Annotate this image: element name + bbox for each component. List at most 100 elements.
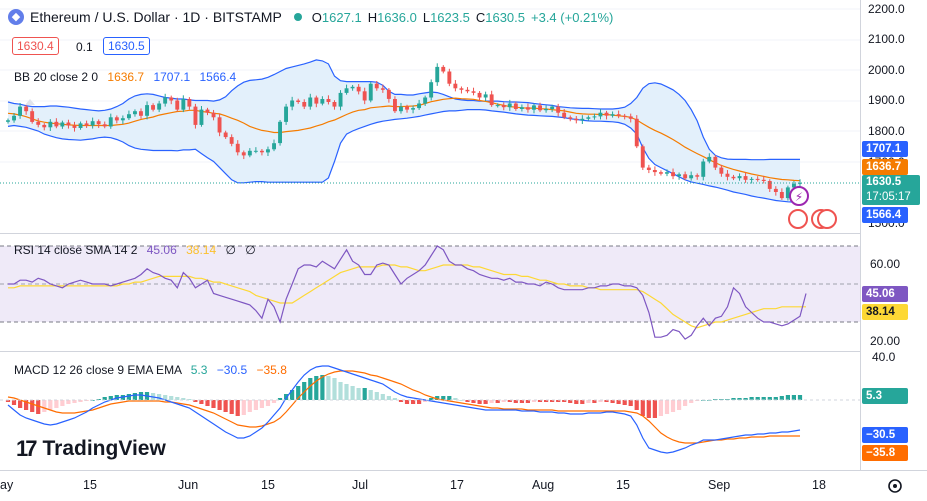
macd-hist-bar bbox=[640, 400, 645, 416]
symbol-title[interactable]: Ethereum / U.S. Dollar · 1D · BITSTAMP bbox=[30, 9, 282, 25]
macd-hist-bar bbox=[417, 400, 422, 404]
macd-lines-layer bbox=[7, 365, 801, 454]
candle-body bbox=[332, 102, 337, 107]
macd-hist-bar bbox=[519, 400, 524, 403]
candle-body bbox=[157, 103, 162, 110]
candle-body bbox=[266, 149, 270, 153]
candle-body bbox=[108, 117, 113, 127]
time-tick-label: Aug bbox=[532, 478, 555, 492]
macd-hist-bar bbox=[211, 400, 216, 408]
flash-icon[interactable] bbox=[789, 186, 809, 206]
macd-hist-bar bbox=[465, 400, 470, 402]
bb-basis-line bbox=[7, 97, 801, 182]
candle-body bbox=[42, 124, 47, 128]
candle-body bbox=[562, 112, 567, 118]
macd-hist-bar bbox=[326, 376, 331, 400]
candle-body bbox=[24, 106, 29, 112]
us-flag-icon[interactable] bbox=[788, 209, 808, 229]
candle-body bbox=[441, 66, 446, 72]
candle-body bbox=[120, 118, 125, 121]
time-tick-label: 18 bbox=[812, 478, 826, 492]
macd-hist-bar bbox=[344, 384, 349, 400]
macd-hist-bar bbox=[66, 400, 71, 404]
candle-body bbox=[489, 94, 494, 106]
candle-body bbox=[707, 156, 712, 162]
bb-legend[interactable]: BB 20 close 2 0 1636.7 1707.1 1566.4 bbox=[14, 70, 237, 84]
rsi-sma-label: 38.14 bbox=[862, 304, 908, 320]
candle-body bbox=[344, 88, 349, 93]
macd-hist-bar bbox=[30, 400, 35, 412]
candle-body bbox=[30, 111, 35, 122]
macd-hist-bar bbox=[797, 395, 803, 400]
candle-body bbox=[465, 89, 470, 92]
candle-body bbox=[785, 187, 790, 199]
symbol-header: ◆ Ethereum / U.S. Dollar · 1D · BITSTAMP… bbox=[8, 9, 613, 25]
signal-line bbox=[7, 370, 800, 444]
signal-value-label: −35.8 bbox=[862, 445, 908, 461]
macd-hist-bar bbox=[773, 397, 778, 400]
macd-hist-bar bbox=[513, 400, 518, 403]
macd-hist-bar bbox=[205, 400, 210, 406]
candle-body bbox=[725, 173, 730, 177]
candle-body bbox=[96, 121, 101, 125]
candle-body bbox=[701, 161, 706, 177]
ohlc-low: L1623.5 bbox=[422, 9, 470, 25]
macd-hist-bar bbox=[356, 388, 361, 400]
macd-hist-bar bbox=[138, 392, 144, 400]
candle-body bbox=[501, 105, 506, 108]
macd-hist-bar bbox=[374, 392, 379, 400]
ohlc-high: H1636.0 bbox=[367, 9, 417, 25]
macd-hist-bar bbox=[610, 400, 615, 403]
candle-body bbox=[6, 120, 10, 122]
macd-hist-bar bbox=[241, 400, 246, 415]
macd-hist-bar bbox=[495, 400, 500, 403]
price-tick-label: 2000.0 bbox=[868, 63, 905, 77]
candle-body bbox=[284, 106, 288, 122]
macd-legend[interactable]: MACD 12 26 close 9 EMA EMA 5.3 −30.5 −35… bbox=[14, 363, 287, 377]
candle-body bbox=[652, 170, 657, 173]
candle-body bbox=[755, 178, 760, 180]
us-flag-icon[interactable] bbox=[817, 209, 837, 229]
macd-hist-bar bbox=[36, 400, 41, 414]
candle-body bbox=[743, 176, 748, 180]
rsi-legend[interactable]: RSI 14 close SMA 14 2 45.06 38.14 ∅ ∅ bbox=[14, 243, 256, 257]
macd-hist-bar bbox=[616, 400, 621, 404]
ethereum-icon: ◆ bbox=[8, 9, 24, 25]
candle-body bbox=[338, 92, 343, 107]
buy-price-button[interactable]: 1630.5 bbox=[103, 37, 150, 55]
macd-hist-bar bbox=[296, 386, 301, 400]
rsi-tick-label: 20.00 bbox=[870, 334, 901, 348]
candle-body bbox=[36, 121, 41, 125]
macd-hist-bar bbox=[507, 400, 512, 402]
candle-body bbox=[211, 112, 216, 118]
candle-body bbox=[320, 99, 325, 104]
sell-price-button[interactable]: 1630.4 bbox=[12, 37, 59, 55]
candle-body bbox=[272, 143, 276, 150]
macd-hist-bar bbox=[60, 400, 65, 406]
macd-hist-bar bbox=[259, 400, 264, 408]
time-tick-label: ay bbox=[0, 478, 14, 492]
macd-hist-bar bbox=[314, 376, 319, 400]
candle-body bbox=[634, 118, 639, 147]
macd-hist-bar bbox=[658, 400, 663, 416]
settings-icon[interactable] bbox=[888, 479, 902, 493]
macd-hist-bar bbox=[54, 400, 59, 408]
candle-body bbox=[411, 108, 415, 110]
macd-hist-bar bbox=[223, 400, 228, 412]
macd-hist-bar bbox=[634, 400, 639, 410]
macd-hist-bar bbox=[477, 400, 482, 404]
candle-body bbox=[253, 150, 258, 152]
time-tick-label: Sep bbox=[708, 478, 731, 492]
candle-body bbox=[399, 106, 403, 112]
candle-body bbox=[773, 188, 778, 192]
macd-hist-bar bbox=[229, 400, 234, 414]
candle-body bbox=[163, 97, 168, 104]
macd-hist-bar bbox=[253, 400, 258, 410]
macd-hist-bar bbox=[199, 400, 204, 404]
macd-hist-bar bbox=[247, 400, 252, 412]
rsi-value-label: 45.06 bbox=[862, 286, 908, 302]
macd-hist-bar bbox=[592, 400, 597, 403]
candle-body bbox=[622, 115, 627, 117]
candle-body bbox=[72, 125, 77, 128]
